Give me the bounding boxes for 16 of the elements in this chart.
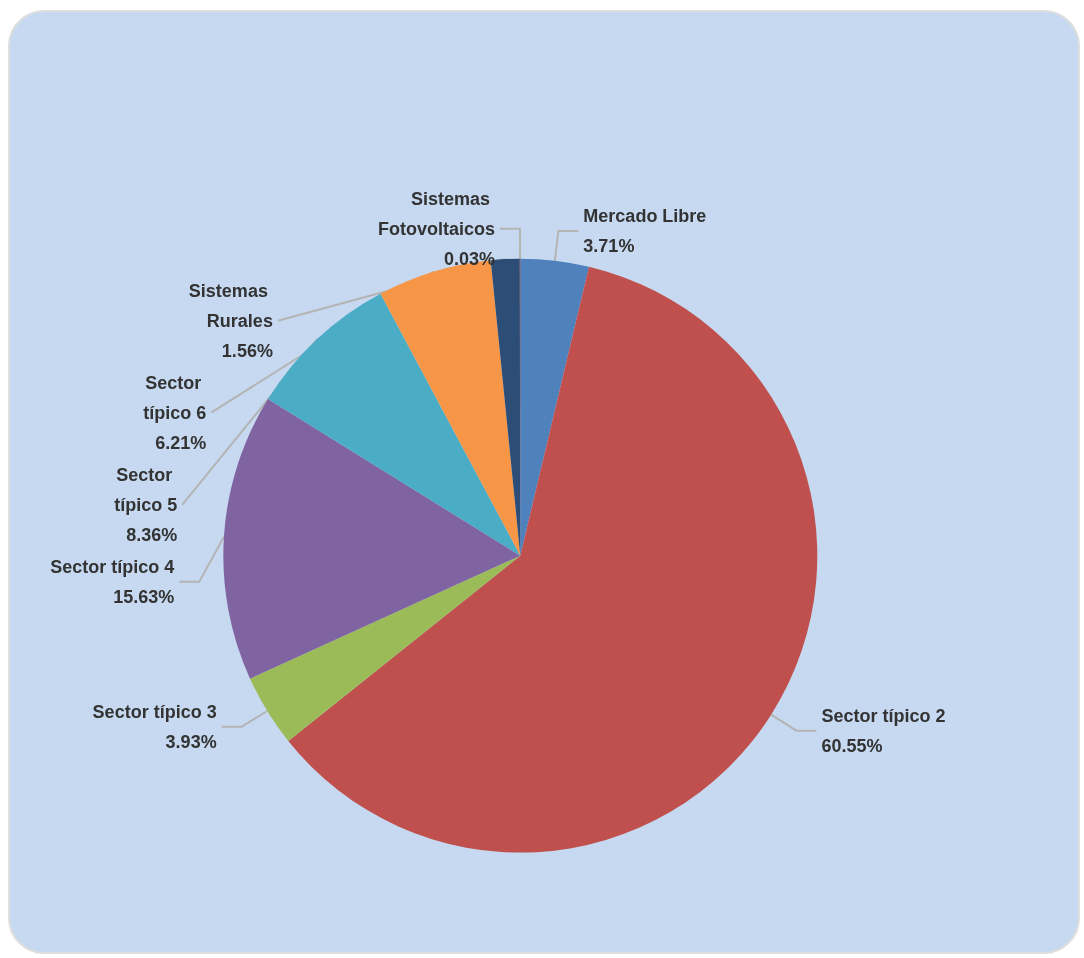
data-label: 6.21% (155, 432, 207, 453)
data-label: 3.93% (165, 731, 217, 752)
data-label: 3.71% (583, 235, 635, 256)
slice-label: Sistemas Rurales (188, 280, 273, 331)
data-label: 0.03% (443, 248, 496, 269)
data-label: 60.55% (821, 735, 883, 756)
slice-label: Sector típico 2 (821, 705, 946, 726)
slice-label: Sector típico 3 (92, 701, 217, 722)
slice-label: Sector típico 6 (143, 372, 207, 423)
slice-label: Sistemas Fotovoltaicos (378, 188, 496, 239)
slice-label: Mercado Libre (583, 205, 707, 226)
data-label: 15.63% (113, 586, 175, 607)
slice-label: Sector típico 4 (50, 556, 175, 577)
slice-label: Sector típico 5 (114, 464, 178, 515)
data-label: 8.36% (126, 524, 178, 545)
data-label: 1.56% (221, 340, 273, 361)
